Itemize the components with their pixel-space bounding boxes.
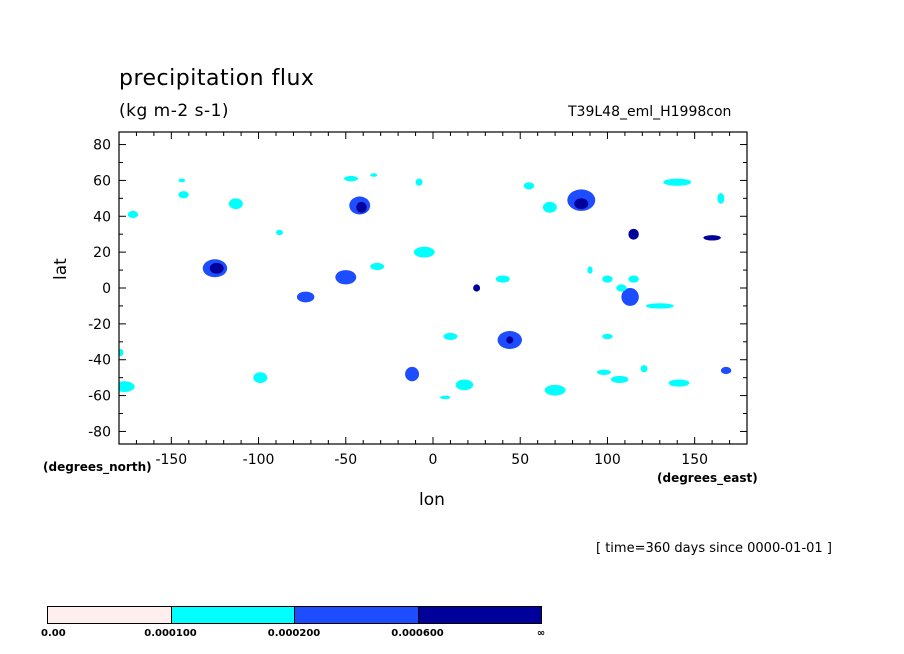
x-tick-label: 150: [681, 452, 708, 468]
y-tick-label: 0: [102, 281, 111, 297]
precip-contour-26: [523, 182, 535, 190]
precip-contour-1: [209, 262, 224, 274]
colorbar-label: 0.00: [41, 628, 66, 639]
precip-contour-33: [602, 333, 613, 340]
colorbar-swatch: [294, 606, 419, 624]
precip-contour-37: [668, 379, 690, 387]
precip-contour-41: [253, 372, 268, 384]
precip-contour-5: [296, 291, 315, 303]
x-tick-label: 100: [594, 452, 621, 468]
precip-contour-46: [616, 284, 627, 292]
precip-contour-40: [439, 395, 451, 400]
y-tick-label: -60: [88, 389, 111, 405]
chart-title: precipitation flux: [119, 66, 315, 91]
colorbar-swatch: [170, 606, 295, 624]
precip-contour-34: [596, 369, 611, 375]
y-tick-label: 20: [93, 245, 111, 261]
colorbar-swatch: [417, 606, 542, 624]
x-tick-label: -100: [243, 452, 275, 468]
colorbar-label: 0.000200: [267, 628, 321, 639]
precip-contour-15: [473, 284, 481, 292]
precip-contour-47: [587, 266, 593, 274]
colorbar-swatch: [47, 606, 172, 624]
chart-units: (kg m-2 s-1): [119, 101, 230, 121]
precip-contour-28: [663, 178, 692, 186]
precip-contour-21: [276, 229, 283, 236]
precip-contour-27: [542, 201, 557, 213]
colorbar-label: ∞: [536, 628, 546, 639]
precip-contour-14: [720, 366, 732, 375]
y-tick-label: -40: [88, 353, 111, 369]
precip-contour-39: [455, 379, 474, 391]
precip-contour-13: [703, 235, 721, 241]
precip-contour-48: [370, 173, 378, 177]
y-tick-label: 80: [93, 138, 111, 154]
precip-contour-4: [335, 270, 357, 285]
y-tick-label: 40: [93, 209, 111, 225]
precip-contour-8: [621, 288, 639, 306]
precip-contour-42: [119, 381, 135, 392]
precip-contour-30: [602, 275, 613, 283]
precip-contour-45: [415, 178, 423, 186]
x-axis-units: (degrees_east): [657, 471, 758, 485]
precip-contour-29: [717, 192, 725, 204]
time-label: [ time=360 days since 0000-01-01 ]: [596, 541, 832, 556]
x-axis-label: lon: [419, 490, 445, 510]
y-tick-label: 60: [93, 173, 111, 189]
run-label: T39L48_eml_H1998con: [568, 104, 732, 120]
precip-contour-22: [344, 175, 358, 182]
precip-contour-24: [443, 332, 458, 340]
precip-contour-23: [370, 262, 385, 271]
y-axis-label: lat: [51, 258, 71, 280]
precip-contour-35: [610, 375, 629, 384]
precip-contour-38: [544, 384, 566, 396]
x-tick-label: -150: [155, 452, 187, 468]
precip-contour-18: [127, 210, 139, 219]
precip-contour-20: [228, 198, 243, 210]
precip-contour-7: [574, 198, 589, 210]
precip-contour-17: [413, 246, 435, 258]
x-tick-label: -50: [334, 452, 357, 468]
y-axis-units: (degrees_north): [43, 460, 152, 474]
precip-contour-3: [356, 201, 367, 213]
precip-contour-36: [640, 365, 648, 373]
precip-contour-31: [628, 275, 639, 283]
y-tick-label: -80: [88, 424, 111, 440]
precip-contour-12: [405, 366, 420, 382]
precip-contour-44: [178, 178, 186, 183]
precip-contour-9: [628, 228, 639, 240]
colorbar-label: 0.000600: [391, 628, 444, 639]
y-tick-label: -20: [88, 317, 111, 333]
x-tick-label: 0: [429, 452, 438, 468]
precip-contour-19: [178, 191, 189, 199]
x-tick-label: 50: [511, 452, 529, 468]
precip-contour-11: [506, 336, 514, 344]
precip-contour-43: [119, 348, 124, 357]
colorbar-label: 0.000100: [144, 628, 197, 639]
precip-contour-32: [645, 303, 674, 309]
precip-contour-25: [495, 275, 510, 283]
plot-frame: [118, 131, 748, 445]
